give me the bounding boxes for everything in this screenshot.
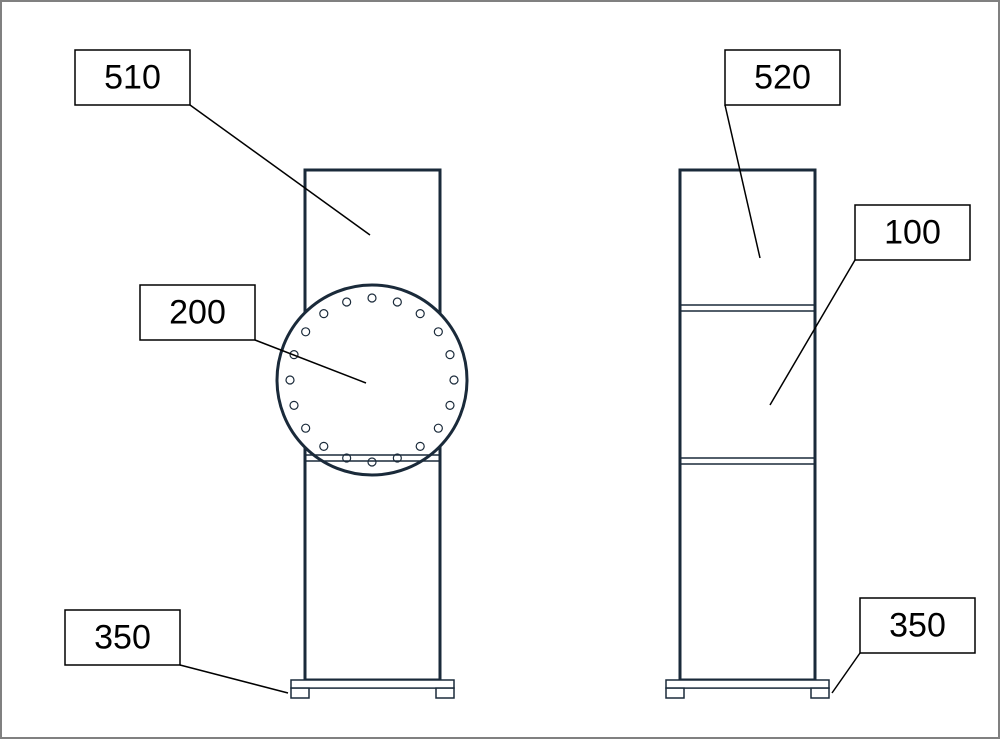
left-foot-r: [436, 688, 454, 698]
callout-label-200: 200: [169, 294, 226, 332]
callout-350R: 350: [832, 598, 975, 693]
callout-350L: 350: [65, 610, 288, 693]
callout-leader-350R: [832, 653, 860, 693]
flange-circle: [277, 285, 467, 475]
right-foot-r: [811, 688, 829, 698]
left-assembly: [277, 170, 467, 698]
right-base-plate: [666, 680, 829, 688]
right-assembly: [666, 170, 829, 698]
callout-label-100: 100: [884, 214, 941, 252]
callout-label-510: 510: [104, 59, 161, 97]
left-foot-l: [291, 688, 309, 698]
callout-label-350R: 350: [889, 607, 946, 645]
callout-label-520: 520: [754, 59, 811, 97]
right-foot-l: [666, 688, 684, 698]
right-column-outline: [680, 170, 815, 680]
callout-leader-350L: [180, 665, 288, 693]
left-base-plate: [291, 680, 454, 688]
callout-label-350L: 350: [94, 619, 151, 657]
